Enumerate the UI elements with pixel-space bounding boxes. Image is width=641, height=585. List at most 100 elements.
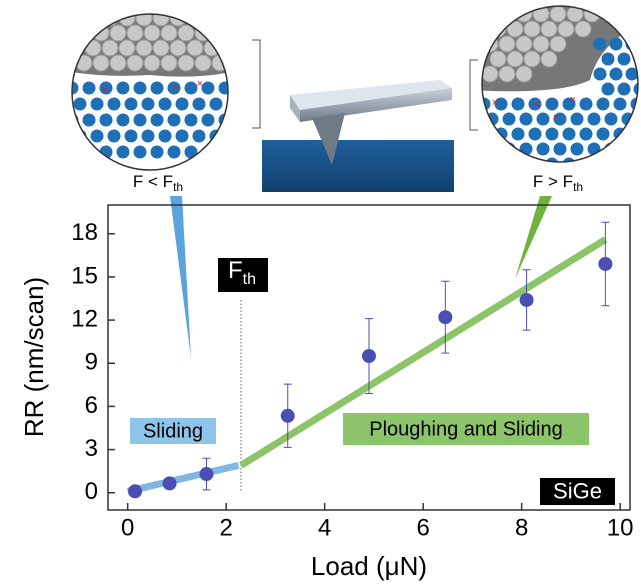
sample-atom bbox=[133, 81, 147, 95]
inset-border bbox=[71, 13, 229, 171]
tip-atom bbox=[160, 54, 178, 72]
sample-atom bbox=[82, 145, 96, 159]
tip-atom bbox=[523, 50, 541, 68]
x-tick-label: 8 bbox=[515, 514, 528, 541]
tip-atom bbox=[84, 39, 102, 57]
annotation: Ploughing and Sliding bbox=[369, 418, 563, 440]
sample-atom bbox=[218, 145, 228, 159]
tip-atom bbox=[152, 39, 170, 57]
sample-atom bbox=[150, 145, 164, 159]
x-axis-title: Load (μN) bbox=[311, 551, 427, 581]
sample-atom bbox=[617, 52, 631, 66]
cantilever-end bbox=[290, 95, 300, 122]
data-point bbox=[199, 467, 214, 482]
sample-atom bbox=[570, 142, 584, 156]
sample-atom bbox=[494, 97, 508, 111]
sample-atom bbox=[511, 127, 525, 141]
sample-atom bbox=[99, 113, 113, 127]
y-tick-label: 9 bbox=[85, 349, 98, 376]
sample-atom bbox=[630, 127, 638, 141]
sample-atom bbox=[482, 157, 491, 162]
data-point bbox=[438, 310, 453, 325]
inset-label: F > Fth bbox=[533, 172, 583, 194]
data-point bbox=[598, 256, 613, 271]
y-axis-title: RR (nm/scan) bbox=[19, 277, 49, 437]
annotation: SiGe bbox=[553, 478, 602, 503]
sample-atom bbox=[587, 112, 601, 126]
sample-atom bbox=[201, 113, 215, 127]
sample-atom bbox=[167, 113, 181, 127]
sample-atom bbox=[553, 142, 567, 156]
sample-atom bbox=[133, 113, 147, 127]
tip-atom bbox=[498, 35, 516, 53]
sample-atom bbox=[545, 97, 559, 111]
sample-atom bbox=[158, 129, 172, 143]
sample-atom bbox=[570, 112, 584, 126]
defect: × bbox=[102, 84, 108, 96]
sample-atom bbox=[609, 67, 623, 81]
sample-atom bbox=[593, 67, 607, 81]
sample-atom bbox=[562, 127, 576, 141]
sample-atom bbox=[141, 97, 155, 111]
sample-atom bbox=[609, 37, 623, 51]
sample-atom bbox=[502, 112, 516, 126]
sample-atom bbox=[528, 97, 542, 111]
data-point bbox=[128, 484, 143, 499]
sample-atom bbox=[167, 81, 181, 95]
tip-atom bbox=[109, 54, 127, 72]
tip-atom bbox=[549, 35, 567, 53]
tip-atom bbox=[126, 54, 144, 72]
data-point bbox=[162, 476, 177, 491]
sample-atom bbox=[519, 112, 533, 126]
callout bbox=[515, 196, 552, 279]
sample-atom bbox=[633, 82, 638, 96]
bracket bbox=[469, 59, 478, 131]
sample-atom bbox=[209, 97, 223, 111]
tip-atom bbox=[160, 24, 178, 42]
tip-atom bbox=[506, 50, 524, 68]
defect: × bbox=[172, 82, 178, 94]
sample-atom bbox=[116, 81, 130, 95]
tip-atom bbox=[84, 14, 102, 27]
tip-atom bbox=[540, 50, 558, 68]
defect: × bbox=[570, 94, 576, 106]
sample-atom bbox=[621, 142, 635, 156]
sample-atom bbox=[150, 113, 164, 127]
bracket bbox=[252, 39, 261, 129]
sample-atom bbox=[107, 129, 121, 143]
sample-atom bbox=[562, 97, 576, 111]
sample-atom bbox=[593, 37, 607, 51]
sample-atom bbox=[562, 157, 576, 162]
tip-atom bbox=[498, 65, 516, 83]
sample-atom bbox=[604, 112, 618, 126]
fit-line bbox=[239, 236, 608, 469]
sample-atom bbox=[141, 129, 155, 143]
tip bbox=[312, 113, 345, 165]
tip-atom bbox=[143, 24, 161, 42]
x-tick-label: 0 bbox=[121, 514, 134, 541]
x-tick-label: 4 bbox=[318, 514, 331, 541]
sample-atom bbox=[596, 97, 610, 111]
y-tick-label: 0 bbox=[85, 478, 98, 505]
sample-atom bbox=[72, 81, 79, 95]
defect: × bbox=[197, 78, 203, 90]
sample-atom bbox=[596, 127, 610, 141]
tip-atom bbox=[186, 14, 204, 27]
sample-atom bbox=[124, 129, 138, 143]
sample-atom bbox=[617, 82, 631, 96]
tip-atom bbox=[506, 20, 524, 38]
annotation: Sliding bbox=[143, 420, 203, 442]
defect: × bbox=[492, 97, 498, 109]
sample-atom bbox=[482, 127, 491, 141]
sample-atom bbox=[201, 145, 215, 159]
annotation-box bbox=[343, 413, 589, 445]
tip-atom bbox=[177, 24, 195, 42]
fit-line bbox=[126, 461, 240, 495]
tip-atom bbox=[177, 54, 195, 72]
sample-atom bbox=[536, 142, 550, 156]
cantilever-side bbox=[300, 88, 452, 122]
sample-atom bbox=[579, 127, 593, 141]
sample-atom bbox=[502, 142, 516, 156]
sample-atom bbox=[545, 127, 559, 141]
